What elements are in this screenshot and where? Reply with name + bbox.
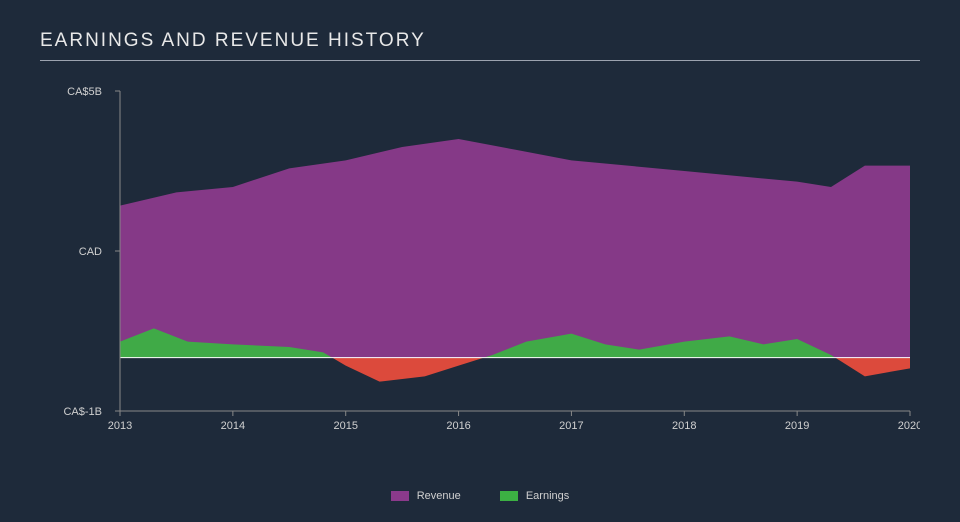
chart-container: EARNINGS AND REVENUE HISTORY CA$5BCADCA$… — [0, 0, 960, 522]
svg-text:CA$-1B: CA$-1B — [63, 406, 102, 418]
svg-text:CAD: CAD — [79, 246, 102, 258]
svg-text:2016: 2016 — [446, 420, 470, 432]
legend-swatch-revenue — [391, 491, 409, 501]
legend-label-revenue: Revenue — [417, 490, 461, 502]
chart-area: CA$5B CAD CA$-1B 2013 2014 2015 2016 2017 2018 20… — [40, 81, 920, 461]
svg-text:2013: 2013 — [108, 420, 132, 432]
chart-title: EARNINGS AND REVENUE HISTORY — [40, 30, 920, 52]
legend-item-earnings: Earnings — [500, 490, 569, 502]
svg-text:2017: 2017 — [559, 420, 583, 432]
svg-text:2018: 2018 — [672, 420, 696, 432]
title-underline — [40, 60, 920, 61]
legend-label-earnings: Earnings — [526, 490, 569, 502]
legend: Revenue Earnings — [0, 490, 960, 504]
legend-swatch-earnings — [500, 491, 518, 501]
legend-item-revenue: Revenue — [391, 490, 461, 502]
svg-text:2020: 2020 — [898, 420, 920, 432]
svg-text:CA$5B: CA$5B — [67, 86, 102, 98]
chart-svg: CA$5B CAD CA$-1B 2013 2014 2015 2016 2017 2018 20… — [40, 81, 920, 461]
svg-text:2015: 2015 — [333, 420, 357, 432]
svg-text:2014: 2014 — [221, 420, 245, 432]
svg-text:2019: 2019 — [785, 420, 809, 432]
